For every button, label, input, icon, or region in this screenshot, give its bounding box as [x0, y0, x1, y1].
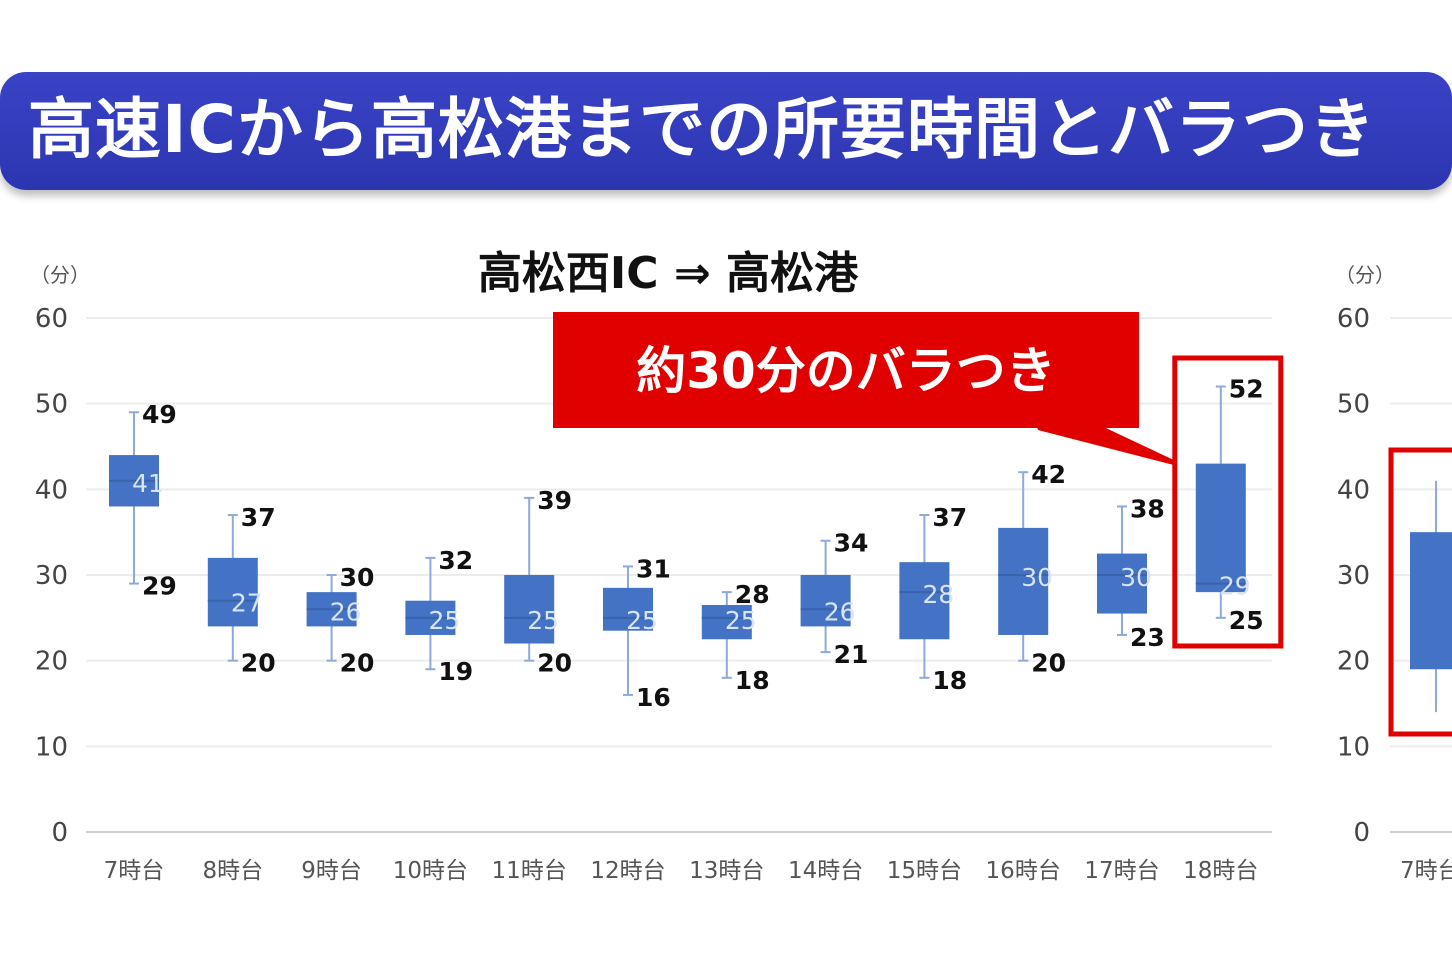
x-tick-label: 18時台	[1183, 858, 1258, 884]
median-label: 27	[231, 589, 263, 618]
highlight-box-2	[1388, 447, 1452, 737]
x-tick-label: 16時台	[986, 858, 1061, 884]
y-tick-label-2: 20	[1337, 647, 1370, 677]
box-16時台	[998, 527, 1049, 635]
y-tick-label-2: 60	[1337, 304, 1370, 334]
y-tick-label: 40	[35, 475, 68, 505]
box-8時台	[207, 557, 258, 627]
max-label: 38	[1130, 494, 1165, 523]
min-label: 25	[1229, 606, 1264, 635]
title-banner: 高速ICから高松港までの所要時間とバラつき	[0, 72, 1452, 190]
min-label: 18	[735, 666, 770, 695]
max-label: 49	[142, 400, 177, 429]
box-14時台	[800, 575, 851, 627]
y-tick-label: 30	[35, 561, 68, 591]
max-label: 42	[1031, 460, 1066, 489]
x-tick-label: 15時台	[887, 858, 962, 884]
min-label: 20	[537, 649, 572, 678]
median-label: 25	[626, 606, 658, 635]
callout-text: 約30分のバラつき	[636, 342, 1056, 400]
max-label: 39	[537, 486, 572, 515]
x-tick-label: 7時台	[104, 858, 165, 884]
box-17時台	[1097, 553, 1147, 614]
median-label: 25	[428, 606, 460, 635]
min-label: 20	[1031, 649, 1066, 678]
max-label: 30	[340, 563, 375, 592]
median-label: 29	[1219, 572, 1251, 601]
median-label: 30	[1021, 563, 1053, 592]
callout-box	[553, 312, 1139, 428]
min-label: 21	[834, 640, 869, 669]
box-18時台	[1195, 463, 1246, 593]
box-15時台	[899, 562, 950, 640]
max-label: 37	[932, 503, 967, 532]
y-tick-label: 10	[35, 732, 68, 762]
chart-title: 高松西IC ⇒ 高松港	[478, 248, 859, 299]
y-tick-label-2: 40	[1337, 475, 1370, 505]
median-label: 25	[725, 606, 757, 635]
y-unit-label-2: （分）	[1335, 263, 1395, 287]
box-11時台	[504, 575, 555, 644]
max-label: 32	[438, 546, 473, 575]
y-tick-label-2: 10	[1337, 732, 1370, 762]
x-tick-label: 14時台	[788, 858, 863, 884]
box-13時台	[701, 604, 752, 640]
max-label: 34	[834, 529, 869, 558]
min-label: 16	[636, 683, 671, 712]
y-tick-label: 50	[35, 390, 68, 420]
median-label: 41	[132, 469, 164, 498]
y-tick-label-2: 0	[1353, 818, 1370, 848]
x-tick-label: 12時台	[590, 858, 665, 884]
min-label: 29	[142, 572, 177, 601]
max-label: 31	[636, 554, 671, 583]
median-label: 26	[330, 597, 362, 626]
max-label: 37	[241, 503, 276, 532]
banner-title: 高速ICから高松港までの所要時間とバラつき	[28, 91, 1376, 168]
min-label: 23	[1130, 623, 1165, 652]
x-tick-label: 9時台	[301, 858, 362, 884]
x-tick-label: 17時台	[1084, 858, 1159, 884]
median-label: 30	[1120, 563, 1152, 592]
min-label: 20	[340, 649, 375, 678]
y-unit-label: （分）	[30, 263, 90, 287]
max-label: 52	[1229, 375, 1264, 404]
highlight-box	[1172, 355, 1284, 649]
y-tick-label-2: 30	[1337, 561, 1370, 591]
y-tick-label: 0	[51, 818, 68, 848]
x-tick-label-2: 7時台	[1400, 858, 1452, 884]
median-label: 25	[527, 606, 559, 635]
box-12時台	[603, 587, 653, 631]
max-label: 28	[735, 580, 770, 609]
x-tick-label: 8時台	[202, 858, 263, 884]
x-tick-label: 11時台	[492, 858, 567, 884]
callout-pointer-fill	[1040, 426, 1172, 462]
median-label: 28	[922, 580, 954, 609]
y-tick-label: 20	[35, 647, 68, 677]
y-tick-label-2: 50	[1337, 390, 1370, 420]
x-tick-label: 10時台	[393, 858, 468, 884]
median-label: 26	[824, 597, 856, 626]
min-label: 18	[932, 666, 967, 695]
min-label: 20	[241, 649, 276, 678]
x-tick-label: 13時台	[689, 858, 764, 884]
min-label: 19	[438, 657, 473, 686]
y-tick-label: 60	[35, 304, 68, 334]
box-2-7時台	[1410, 532, 1452, 670]
